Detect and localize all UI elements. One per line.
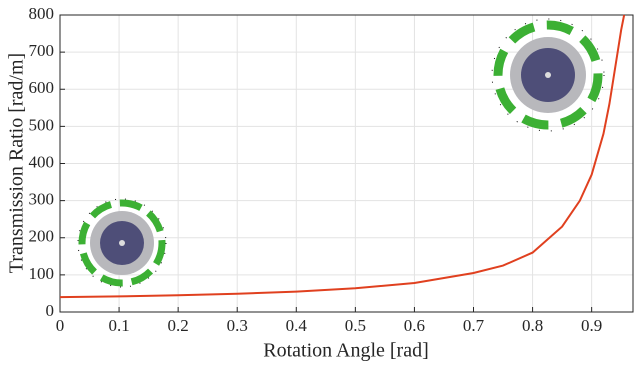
y-tick-label: 0 — [46, 301, 55, 320]
x-tick-label: 0.7 — [463, 316, 485, 335]
mechanism-hub — [545, 72, 551, 78]
chart: 0 100 200 300 400 500 600 700 800 0 0.1 0.2 0.3 0.4 0.… — [0, 0, 634, 365]
y-tick-label: 400 — [29, 152, 55, 171]
mechanism-illustration — [78, 199, 166, 287]
x-tick-label: 0.5 — [345, 316, 366, 335]
x-tick-label: 0.9 — [581, 316, 602, 335]
x-tick-label: 0.1 — [108, 316, 129, 335]
y-tick-label: 600 — [29, 78, 55, 97]
y-tick-label: 500 — [29, 115, 55, 134]
y-tick-label: 200 — [29, 227, 55, 246]
page: {"chart_data": {"type": "line", "x_label… — [0, 0, 634, 365]
x-tick-label: 0.3 — [227, 316, 248, 335]
y-tick-label: 100 — [29, 264, 55, 283]
y-axis-label: Transmission Ratio [rad/m] — [6, 53, 28, 273]
mechanism-hub — [119, 240, 125, 246]
x-tick-label: 0.2 — [168, 316, 189, 335]
x-tick-label: 0 — [56, 316, 65, 335]
x-tick-label: 0.4 — [286, 316, 308, 335]
y-tick-label: 700 — [29, 41, 55, 60]
x-axis-label: Rotation Angle [rad] — [263, 340, 429, 362]
x-tick-label: 0.8 — [522, 316, 543, 335]
mechanism-illustration — [492, 19, 604, 131]
y-tick-label: 300 — [29, 190, 55, 209]
x-tick-label: 0.6 — [404, 316, 425, 335]
y-tick-label: 800 — [29, 4, 55, 23]
